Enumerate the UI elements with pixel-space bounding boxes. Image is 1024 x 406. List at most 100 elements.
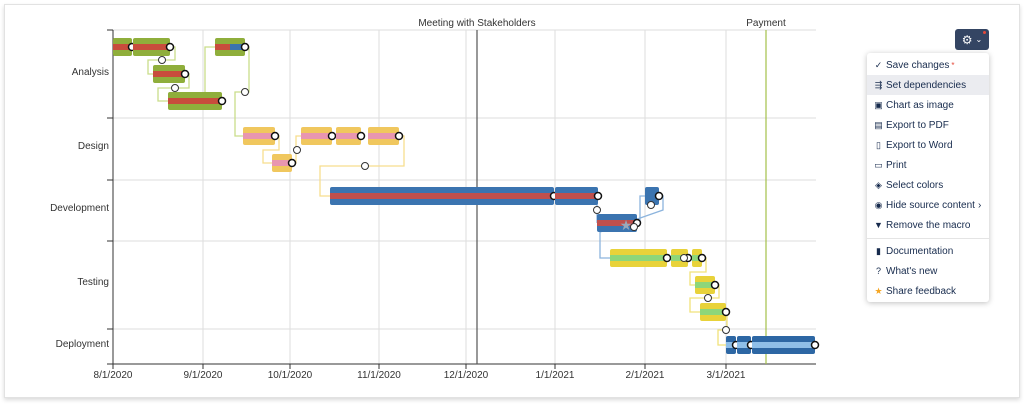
- dependency-handle-icon[interactable]: [180, 69, 190, 79]
- menu-item-print[interactable]: ▭ Print: [867, 155, 989, 175]
- star-icon: ★: [620, 217, 633, 233]
- image-icon: ▣: [874, 99, 883, 110]
- dependency-handle-icon[interactable]: [270, 131, 280, 141]
- menu-item-export-to-pdf[interactable]: ▤ Export to PDF: [867, 115, 989, 135]
- task-progress: [692, 255, 702, 261]
- milestone-label: Payment: [746, 18, 786, 29]
- task-progress: [243, 133, 275, 139]
- menu-item-select-colors[interactable]: ◈ Select colors: [867, 175, 989, 195]
- dependency-handle-icon[interactable]: [327, 131, 337, 141]
- eye-icon: ◉: [874, 199, 883, 210]
- dependency-handle-icon[interactable]: [287, 158, 297, 168]
- menu-item-label: Export to PDF: [886, 119, 949, 131]
- menu-item-label: Chart as image: [886, 99, 954, 111]
- gear-icon: ⚙: [961, 32, 973, 47]
- task-progress: [368, 133, 399, 139]
- chevron-down-icon: ⌄: [975, 35, 983, 44]
- dependency-remove-icon[interactable]: [704, 294, 712, 302]
- dependency-remove-icon[interactable]: [158, 56, 166, 64]
- x-tick-label: 11/1/2020: [357, 370, 401, 381]
- chevron-right-icon: ›: [977, 199, 982, 211]
- task-progress: [168, 98, 222, 104]
- x-tick-label: 1/1/2021: [536, 370, 575, 381]
- menu-item-documentation[interactable]: ▮ Documentation: [867, 241, 989, 261]
- dependency-handle-icon[interactable]: [662, 253, 672, 263]
- x-tick-label: 3/1/2021: [707, 370, 746, 381]
- dependency-line: [204, 46, 215, 101]
- dependency-remove-icon[interactable]: [593, 206, 601, 214]
- task-progress: [272, 160, 292, 166]
- menu-item-what-s-new[interactable]: ? What's new: [867, 261, 989, 281]
- settings-dropdown-menu: ✓ Save changes * ⇶ Set dependencies ▣ Chart as…: [867, 53, 989, 302]
- dependency-handle-icon[interactable]: [654, 191, 664, 201]
- dependency-handle-icon[interactable]: [593, 191, 603, 201]
- dependency-remove-icon[interactable]: [361, 162, 369, 170]
- task-bar[interactable]: [645, 187, 659, 205]
- task-progress: [700, 309, 726, 315]
- dependency-handle-icon[interactable]: [165, 42, 175, 52]
- dependency-remove-icon[interactable]: [647, 201, 655, 209]
- task-progress: [113, 44, 132, 50]
- menu-item-label: What's new: [886, 265, 938, 277]
- dependency-handle-icon[interactable]: [356, 131, 366, 141]
- dependency-line: [717, 312, 728, 346]
- pdf-icon: ▤: [874, 119, 883, 130]
- menu-item-set-dependencies[interactable]: ⇶ Set dependencies: [867, 75, 989, 95]
- task-progress: [695, 282, 715, 288]
- row-label: Testing: [77, 277, 109, 288]
- unsaved-marker: *: [951, 60, 955, 70]
- word-icon: ▯: [876, 139, 881, 150]
- task-progress: [555, 193, 598, 199]
- dependency-handle-icon[interactable]: [240, 42, 250, 52]
- dependency-handle-icon[interactable]: [810, 340, 820, 350]
- document-icon: ▮: [876, 245, 881, 256]
- check-icon: ✓: [874, 59, 883, 70]
- menu-item-label: Share feedback: [886, 285, 957, 297]
- menu-item-label: Save changes: [886, 59, 950, 71]
- palette-icon: ◈: [875, 179, 882, 190]
- question-icon: ?: [875, 266, 881, 276]
- task-progress: [215, 44, 230, 50]
- print-icon: ▭: [874, 159, 883, 170]
- settings-menu-button[interactable]: ⚙ ⌄: [955, 29, 989, 50]
- dependency-handle-icon[interactable]: [710, 280, 720, 290]
- x-tick-label: 12/1/2020: [444, 370, 489, 381]
- menu-item-save-changes[interactable]: ✓ Save changes *: [867, 55, 989, 75]
- dependency-remove-icon[interactable]: [171, 84, 179, 92]
- menu-item-remove-the-macro[interactable]: ▼ Remove the macro: [867, 215, 989, 235]
- task-progress: [752, 342, 815, 348]
- task-progress: [737, 342, 751, 348]
- x-tick-label: 8/1/2020: [94, 370, 133, 381]
- menu-item-chart-as-image[interactable]: ▣ Chart as image: [867, 95, 989, 115]
- dependencies-icon: ⇶: [874, 79, 883, 90]
- task-progress: [330, 193, 554, 199]
- row-label: Deployment: [56, 339, 110, 350]
- menu-item-share-feedback[interactable]: ★ Share feedback: [867, 281, 989, 301]
- dependency-remove-icon[interactable]: [722, 326, 730, 334]
- menu-divider: [867, 238, 989, 239]
- dependency-remove-icon[interactable]: [680, 254, 688, 262]
- x-tick-label: 2/1/2021: [626, 370, 665, 381]
- task-progress: [336, 133, 361, 139]
- menu-item-label: Set dependencies: [886, 79, 967, 91]
- menu-item-label: Print: [886, 159, 907, 171]
- dependency-handle-icon[interactable]: [721, 307, 731, 317]
- task-progress: [671, 255, 688, 261]
- dependency-remove-icon[interactable]: [241, 88, 249, 96]
- row-label: Design: [78, 141, 109, 152]
- menu-item-label: Select colors: [886, 179, 944, 191]
- x-tick-label: 10/1/2020: [268, 370, 313, 381]
- dependency-handle-icon[interactable]: [697, 253, 707, 263]
- task-progress: [301, 133, 332, 139]
- dependency-handle-icon[interactable]: [217, 96, 227, 106]
- task-progress: [133, 44, 170, 50]
- task-progress: [153, 71, 185, 77]
- menu-item-export-to-word[interactable]: ▯ Export to Word: [867, 135, 989, 155]
- dependency-handle-icon[interactable]: [394, 131, 404, 141]
- menu-item-hide-source-content[interactable]: ◉ Hide source content ›: [867, 195, 989, 215]
- dependency-remove-icon[interactable]: [293, 146, 301, 154]
- star-icon: ★: [874, 285, 883, 296]
- dependency-remove-icon[interactable]: [630, 223, 638, 231]
- milestone-label: Meeting with Stakeholders: [418, 18, 535, 29]
